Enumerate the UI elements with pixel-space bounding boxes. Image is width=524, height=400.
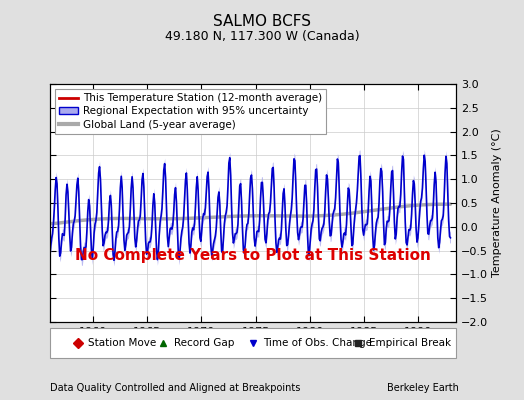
Text: Empirical Break: Empirical Break [368, 338, 451, 348]
Y-axis label: Temperature Anomaly (°C): Temperature Anomaly (°C) [492, 129, 502, 277]
Text: Record Gap: Record Gap [173, 338, 234, 348]
Text: No Complete Years to Plot at This Station: No Complete Years to Plot at This Statio… [75, 248, 431, 263]
Text: Time of Obs. Change: Time of Obs. Change [263, 338, 372, 348]
Text: Data Quality Controlled and Aligned at Breakpoints: Data Quality Controlled and Aligned at B… [50, 383, 300, 393]
Text: Berkeley Earth: Berkeley Earth [387, 383, 458, 393]
Text: SALMO BCFS: SALMO BCFS [213, 14, 311, 29]
Text: 49.180 N, 117.300 W (Canada): 49.180 N, 117.300 W (Canada) [165, 30, 359, 43]
Legend: This Temperature Station (12-month average), Regional Expectation with 95% uncer: This Temperature Station (12-month avera… [55, 89, 326, 134]
Text: Station Move: Station Move [89, 338, 157, 348]
